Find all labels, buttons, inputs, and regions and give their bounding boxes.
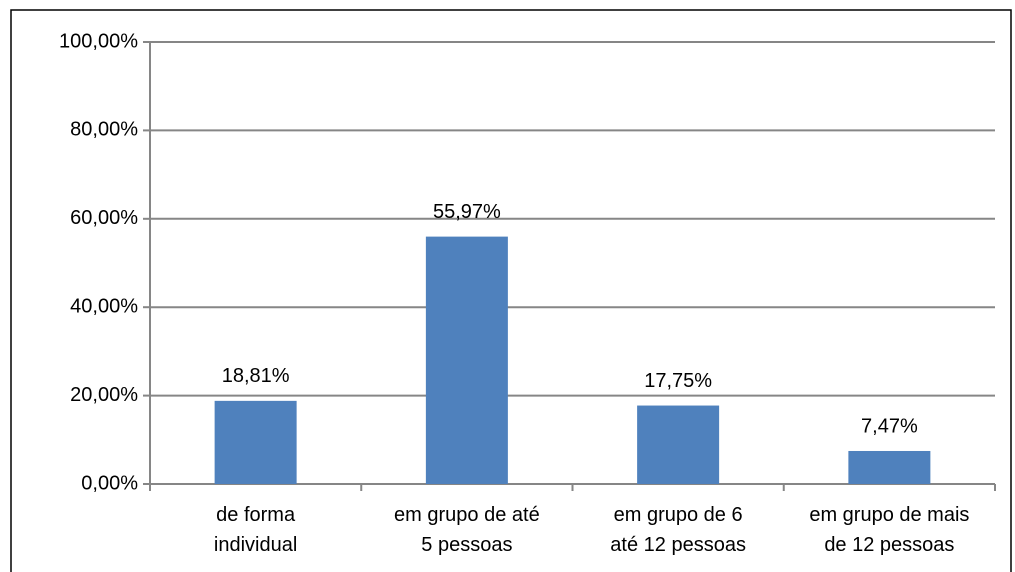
- y-tick-label: 100,00%: [59, 30, 138, 52]
- x-tick-label-line: até 12 pessoas: [610, 534, 746, 556]
- y-tick-label: 0,00%: [81, 472, 138, 494]
- bar: [214, 400, 297, 484]
- data-label: 7,47%: [861, 415, 918, 437]
- x-tick-label: em grupo de até 5 pessoas: [394, 504, 540, 556]
- x-tick-label: em grupo de mais de 12 pessoas: [809, 504, 969, 556]
- x-tick-label-line: individual: [214, 534, 297, 556]
- data-label: 18,81%: [222, 365, 290, 387]
- x-tick-label: em grupo de 6 até 12 pessoas: [610, 504, 746, 556]
- y-tick-label: 80,00%: [70, 119, 138, 141]
- data-label: 55,97%: [433, 201, 501, 223]
- x-tick-label-line: em grupo de mais: [809, 504, 969, 526]
- bar: [637, 405, 720, 484]
- x-tick-label-line: de forma: [216, 504, 296, 526]
- bar: [425, 236, 508, 484]
- x-tick-label-line: em grupo de até: [394, 504, 540, 526]
- x-tick-label-line: em grupo de 6: [614, 504, 743, 526]
- x-tick-label-line: 5 pessoas: [421, 534, 512, 556]
- x-tick-label: de forma individual: [214, 504, 297, 556]
- x-tick-label-line: de 12 pessoas: [824, 534, 954, 556]
- y-tick-label: 40,00%: [70, 295, 138, 317]
- chart-border: [10, 9, 1012, 572]
- y-tick-label: 20,00%: [70, 384, 138, 406]
- data-label: 17,75%: [644, 370, 712, 392]
- y-tick-label: 60,00%: [70, 207, 138, 229]
- bar: [848, 450, 931, 484]
